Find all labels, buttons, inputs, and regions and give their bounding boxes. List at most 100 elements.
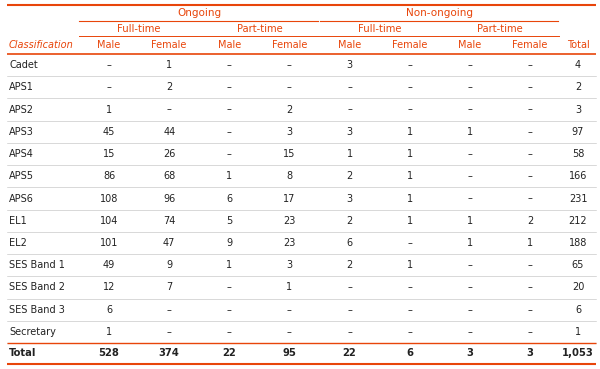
Text: 45: 45 (103, 127, 115, 137)
Text: –: – (347, 282, 352, 292)
Text: 2: 2 (527, 216, 533, 226)
Text: 3: 3 (527, 348, 533, 358)
Text: 23: 23 (283, 238, 296, 248)
Text: –: – (467, 60, 472, 70)
Text: Part-time: Part-time (236, 24, 282, 34)
Text: SES Band 1: SES Band 1 (9, 260, 65, 270)
Text: 1: 1 (407, 260, 413, 270)
Text: Cadet: Cadet (9, 60, 38, 70)
Text: 1: 1 (467, 238, 473, 248)
Text: –: – (467, 171, 472, 181)
Text: –: – (287, 82, 292, 92)
Text: 1,053: 1,053 (562, 348, 594, 358)
Text: 86: 86 (103, 171, 115, 181)
Text: Male: Male (458, 41, 481, 51)
Text: 58: 58 (572, 149, 584, 159)
Text: 166: 166 (569, 171, 587, 181)
Text: 1: 1 (407, 216, 413, 226)
Text: 7: 7 (166, 282, 172, 292)
Text: 12: 12 (103, 282, 115, 292)
Text: –: – (287, 327, 292, 337)
Text: 68: 68 (163, 171, 175, 181)
Text: 3: 3 (347, 60, 353, 70)
Text: 49: 49 (103, 260, 115, 270)
Text: 17: 17 (283, 193, 296, 203)
Text: 1: 1 (527, 238, 533, 248)
Text: APS4: APS4 (9, 149, 34, 159)
Text: 101: 101 (100, 238, 118, 248)
Text: APS5: APS5 (9, 171, 34, 181)
Text: Full-time: Full-time (118, 24, 161, 34)
Text: –: – (347, 82, 352, 92)
Text: –: – (467, 149, 472, 159)
Text: –: – (527, 260, 532, 270)
Text: 3: 3 (466, 348, 473, 358)
Text: –: – (467, 305, 472, 315)
Text: Total: Total (566, 41, 589, 51)
Text: 9: 9 (166, 260, 172, 270)
Text: 1: 1 (347, 149, 353, 159)
Text: 6: 6 (226, 193, 232, 203)
Text: Male: Male (218, 41, 241, 51)
Text: –: – (467, 82, 472, 92)
Text: 97: 97 (572, 127, 584, 137)
Text: –: – (527, 193, 532, 203)
Text: 2: 2 (575, 82, 581, 92)
Text: 23: 23 (283, 216, 296, 226)
Text: 212: 212 (569, 216, 587, 226)
Text: 3: 3 (575, 104, 581, 115)
Text: Total: Total (9, 348, 37, 358)
Text: 47: 47 (163, 238, 175, 248)
Text: 20: 20 (572, 282, 584, 292)
Text: 6: 6 (575, 305, 581, 315)
Text: APS6: APS6 (9, 193, 34, 203)
Text: APS1: APS1 (9, 82, 34, 92)
Text: EL1: EL1 (9, 216, 27, 226)
Text: 1: 1 (407, 127, 413, 137)
Text: 1: 1 (407, 193, 413, 203)
Text: –: – (227, 104, 232, 115)
Text: Full-time: Full-time (358, 24, 401, 34)
Text: –: – (227, 327, 232, 337)
Text: Female: Female (272, 41, 307, 51)
Text: Female: Female (392, 41, 427, 51)
Text: 15: 15 (103, 149, 115, 159)
Text: 528: 528 (98, 348, 119, 358)
Text: 22: 22 (223, 348, 236, 358)
Text: –: – (227, 82, 232, 92)
Text: –: – (527, 82, 532, 92)
Text: 4: 4 (575, 60, 581, 70)
Text: –: – (467, 260, 472, 270)
Text: –: – (167, 327, 172, 337)
Text: –: – (527, 305, 532, 315)
Text: 374: 374 (159, 348, 179, 358)
Text: –: – (407, 238, 412, 248)
Text: –: – (227, 127, 232, 137)
Text: Male: Male (97, 41, 121, 51)
Text: –: – (407, 327, 412, 337)
Text: 65: 65 (572, 260, 584, 270)
Text: 231: 231 (569, 193, 587, 203)
Text: 1: 1 (106, 327, 112, 337)
Text: Part-time: Part-time (477, 24, 523, 34)
Text: 15: 15 (283, 149, 296, 159)
Text: Secretary: Secretary (9, 327, 56, 337)
Text: –: – (467, 282, 472, 292)
Text: –: – (407, 305, 412, 315)
Text: –: – (527, 104, 532, 115)
Text: Female: Female (512, 41, 548, 51)
Text: EL2: EL2 (9, 238, 27, 248)
Text: 74: 74 (163, 216, 175, 226)
Text: –: – (407, 82, 412, 92)
Text: –: – (467, 327, 472, 337)
Text: –: – (407, 104, 412, 115)
Text: 44: 44 (163, 127, 175, 137)
Text: 104: 104 (100, 216, 118, 226)
Text: –: – (287, 305, 292, 315)
Text: 3: 3 (347, 127, 353, 137)
Text: 1: 1 (575, 327, 581, 337)
Text: –: – (527, 149, 532, 159)
Text: –: – (407, 60, 412, 70)
Text: –: – (347, 305, 352, 315)
Text: 26: 26 (163, 149, 175, 159)
